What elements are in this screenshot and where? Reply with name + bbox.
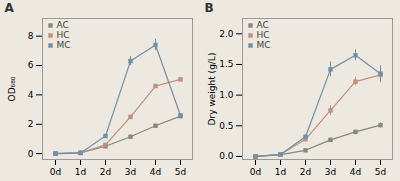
svg-text:OD₆₈₀: OD₆₈₀ [7, 76, 17, 101]
svg-text:3d: 3d [325, 167, 336, 177]
svg-text:AC: AC [57, 20, 69, 30]
svg-text:5d: 5d [375, 167, 386, 177]
svg-text:2d: 2d [100, 167, 111, 177]
svg-text:0.5: 0.5 [219, 121, 233, 131]
svg-text:8: 8 [28, 31, 34, 41]
svg-text:0d: 0d [250, 167, 261, 177]
svg-text:4: 4 [28, 90, 34, 100]
svg-text:6: 6 [28, 60, 34, 70]
svg-text:1d: 1d [75, 167, 86, 177]
svg-text:Dry weight (g/L): Dry weight (g/L) [207, 53, 217, 126]
svg-text:HC: HC [57, 30, 70, 40]
svg-text:3d: 3d [125, 167, 136, 177]
svg-text:1d: 1d [275, 167, 286, 177]
svg-text:MC: MC [257, 40, 271, 50]
svg-text:0.0: 0.0 [219, 151, 234, 161]
svg-text:4d: 4d [150, 167, 161, 177]
svg-text:A: A [5, 1, 15, 15]
svg-text:MC: MC [57, 40, 71, 50]
svg-text:1.0: 1.0 [219, 90, 234, 100]
svg-text:2: 2 [28, 119, 34, 129]
svg-text:1.5: 1.5 [219, 59, 233, 69]
svg-text:5d: 5d [175, 167, 186, 177]
svg-text:B: B [205, 1, 214, 15]
svg-text:4d: 4d [350, 167, 361, 177]
svg-text:HC: HC [257, 30, 270, 40]
svg-text:2.0: 2.0 [219, 29, 234, 39]
svg-text:2d: 2d [300, 167, 311, 177]
svg-text:0: 0 [28, 149, 34, 159]
svg-text:AC: AC [257, 20, 269, 30]
svg-text:0d: 0d [50, 167, 61, 177]
